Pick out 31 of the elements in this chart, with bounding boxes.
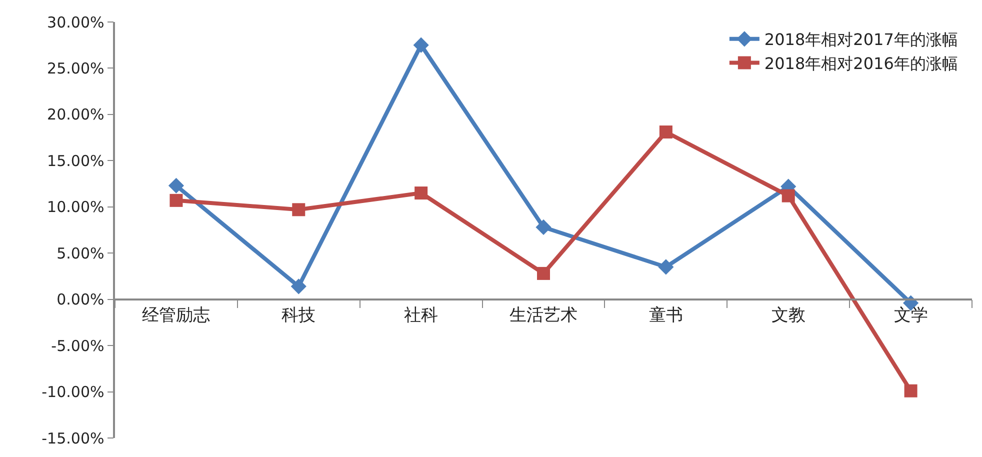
- point: [413, 37, 429, 53]
- y-tick-label: 20.00%: [47, 106, 104, 124]
- y-tick-label: 15.00%: [47, 152, 104, 170]
- x-tick-label: 经管励志: [142, 305, 210, 326]
- point: [290, 278, 306, 294]
- point: [659, 126, 672, 139]
- x-tick-label: 科技: [282, 305, 316, 326]
- y-tick-label: -5.00%: [51, 336, 104, 355]
- x-tick-label: 文教: [771, 305, 806, 326]
- y-tick-label: 30.00%: [47, 13, 104, 32]
- point: [658, 259, 674, 275]
- y-tick-label: 5.00%: [56, 244, 104, 262]
- point: [904, 384, 918, 398]
- point: [292, 203, 306, 216]
- x-tick-label: 文学: [894, 305, 928, 326]
- y-tick-label: 25.00%: [47, 59, 104, 78]
- y-tick-label: -10.00%: [42, 383, 104, 402]
- y-tick-label: 10.00%: [47, 198, 104, 216]
- y-tick-label: -15.00%: [42, 429, 104, 448]
- legend-label: 2018年相对2016年的涨幅: [764, 54, 958, 73]
- point: [414, 186, 428, 200]
- point: [536, 219, 552, 236]
- point: [168, 178, 184, 194]
- y-tick-label: 0.00%: [56, 290, 104, 309]
- legend-label: 2018年相对2017年的涨幅: [764, 30, 958, 50]
- x-tick-label: 生活艺术: [510, 305, 578, 326]
- x-tick-label: 童书: [648, 305, 683, 326]
- point: [537, 266, 550, 280]
- point: [170, 194, 183, 207]
- point: [782, 189, 795, 202]
- x-tick-label: 社科: [404, 305, 438, 326]
